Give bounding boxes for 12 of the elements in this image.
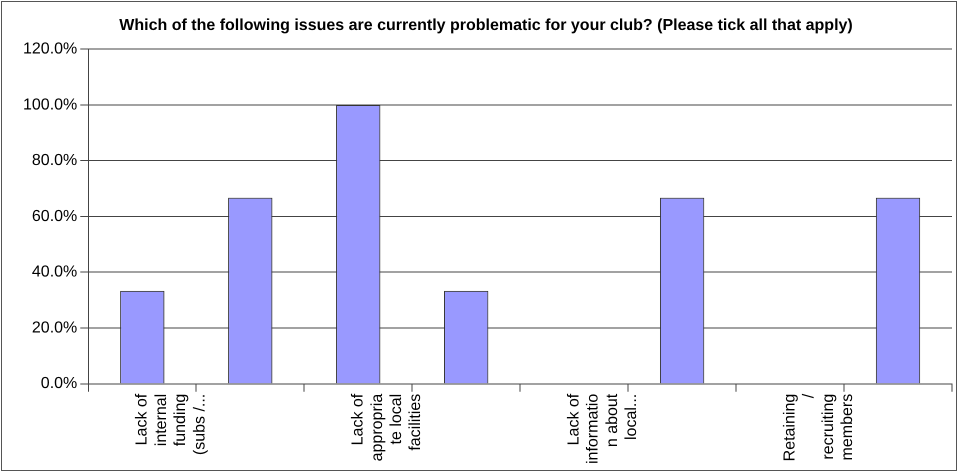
x-tick-label: Lack of internal funding (subs /... [134,393,208,456]
y-tick-label: 20.0% [32,319,78,336]
chart-title: Which of the following issues are currently problematic for your club? (Please tick all that apply) [119,17,853,34]
x-tick-label: Lack of appropriate local facilities [350,393,424,462]
y-tick-label: 100.0% [23,96,78,114]
y-tick-label: 60.0% [32,208,78,225]
y-tick-label: 120.0% [23,40,78,58]
x-tick-label: Lack of information about local... [566,393,640,464]
x-tick-label: Retaining / recruiting members [781,393,856,462]
y-tick-label: 80.0% [32,152,78,170]
y-tick-label: 40.0% [32,264,78,281]
y-tick-label: 0.0% [40,375,78,392]
